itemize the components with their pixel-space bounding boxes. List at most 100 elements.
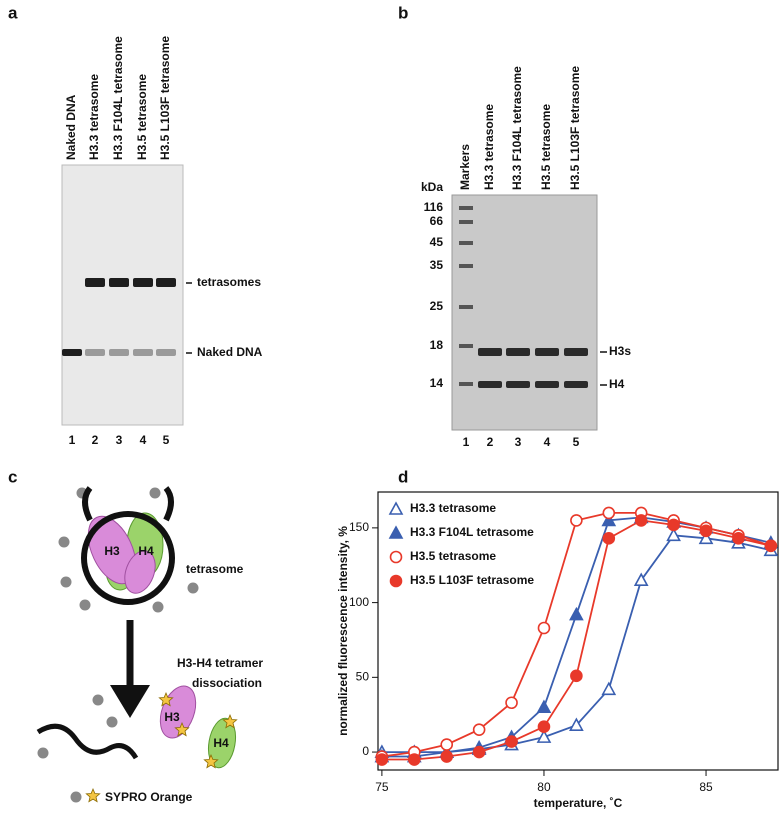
panel-label: b <box>398 3 408 22</box>
lane-label: H3.3 F104L tetrasome <box>510 66 524 190</box>
marker-band <box>459 206 473 210</box>
band <box>109 349 129 356</box>
x-tick-label: 85 <box>699 780 713 794</box>
marker <box>570 514 583 527</box>
size-marker: 45 <box>430 235 444 249</box>
marker <box>698 530 714 545</box>
x-tick-label: 75 <box>375 780 389 794</box>
y-tick-label: 50 <box>356 670 370 684</box>
marker <box>389 574 403 588</box>
band-label: H3s <box>609 344 631 358</box>
legend-label: H3.3 tetrasome <box>410 501 496 515</box>
dye-star <box>174 721 190 737</box>
dye-star <box>222 713 238 729</box>
marker <box>505 696 518 710</box>
marker <box>472 745 486 759</box>
band-label: Naked DNA <box>197 345 263 359</box>
protein-label: H3 <box>104 544 120 558</box>
dna-ends <box>82 486 174 522</box>
dye-dot <box>149 487 161 499</box>
y-tick-label: 150 <box>349 520 369 534</box>
marker-band <box>459 241 473 245</box>
marker <box>602 532 616 545</box>
lane-label: H3.3 tetrasome <box>87 74 101 160</box>
marker <box>537 720 551 733</box>
band-label: tetrasomes <box>197 275 261 289</box>
marker <box>408 753 421 766</box>
marker-band <box>459 264 473 268</box>
lane-label: H3.5 L103F tetrasome <box>158 36 172 160</box>
band <box>133 349 153 356</box>
h3-protein <box>124 550 156 594</box>
band <box>564 381 588 388</box>
lane-number: 2 <box>487 435 494 449</box>
legend-label: H3.5 L103F tetrasome <box>410 573 534 587</box>
lane-label: H3.3 F104L tetrasome <box>111 36 125 160</box>
marker <box>764 539 778 553</box>
lane-label: H3.5 tetrasome <box>539 104 553 190</box>
marker <box>388 525 404 539</box>
dye-dot <box>106 716 118 728</box>
dye-dot <box>79 599 91 611</box>
marker <box>537 621 551 635</box>
band <box>506 348 530 356</box>
lane-number: 5 <box>163 433 170 447</box>
band <box>85 278 105 287</box>
marker <box>602 506 616 520</box>
band <box>478 348 502 356</box>
lane-label: H3.5 tetrasome <box>135 74 149 160</box>
step-label: dissociation <box>192 676 262 690</box>
marker <box>569 606 584 621</box>
panel-label: d <box>398 467 408 486</box>
marker <box>505 735 518 748</box>
dye-dot <box>152 601 164 613</box>
x-tick-label: 80 <box>537 780 551 794</box>
band <box>156 349 176 356</box>
lane-label: H3.5 L103F tetrasome <box>568 66 582 190</box>
marker-band <box>459 344 473 348</box>
legend-label: H3.3 F104L tetrasome <box>410 525 534 539</box>
marker <box>601 681 617 696</box>
band <box>478 381 502 388</box>
protein-label: H3 <box>164 710 180 724</box>
size-marker: 116 <box>424 200 444 214</box>
x-axis-label: temperature, ˚C <box>534 796 623 810</box>
panel-label: c <box>8 467 17 486</box>
gel <box>451 194 598 431</box>
marker <box>666 527 681 542</box>
band <box>156 278 176 287</box>
marker <box>699 524 713 538</box>
dye-star <box>85 787 101 803</box>
marker <box>375 753 389 766</box>
dye-dot <box>92 694 104 706</box>
protein-label: H4 <box>138 544 154 558</box>
size-marker: 35 <box>430 258 444 272</box>
marker <box>389 550 403 564</box>
marker <box>570 669 583 683</box>
dye-star <box>203 753 219 769</box>
marker <box>440 738 454 751</box>
legend-label: H3.5 tetrasome <box>410 549 496 563</box>
band <box>506 381 530 388</box>
band-label: H4 <box>609 377 625 391</box>
size-marker: 66 <box>430 214 444 228</box>
band <box>535 348 559 356</box>
lane-label: Naked DNA <box>64 94 78 160</box>
dye-dot <box>70 791 82 803</box>
step-label: H3-H4 tetramer <box>177 656 263 670</box>
panel-label: a <box>8 3 18 22</box>
marker <box>536 699 552 714</box>
marker <box>634 514 648 527</box>
lane-label: Markers <box>458 144 472 190</box>
marker-band <box>459 305 473 309</box>
dna-wrap <box>81 511 175 605</box>
free-dna <box>36 723 139 760</box>
lane-number: 3 <box>116 433 123 447</box>
y-tick-label: 0 <box>362 744 369 758</box>
lane-number: 4 <box>544 435 551 449</box>
marker-band <box>459 382 473 386</box>
dye-star <box>158 691 174 707</box>
lane-number: 2 <box>92 433 99 447</box>
dye-dot <box>187 582 199 594</box>
